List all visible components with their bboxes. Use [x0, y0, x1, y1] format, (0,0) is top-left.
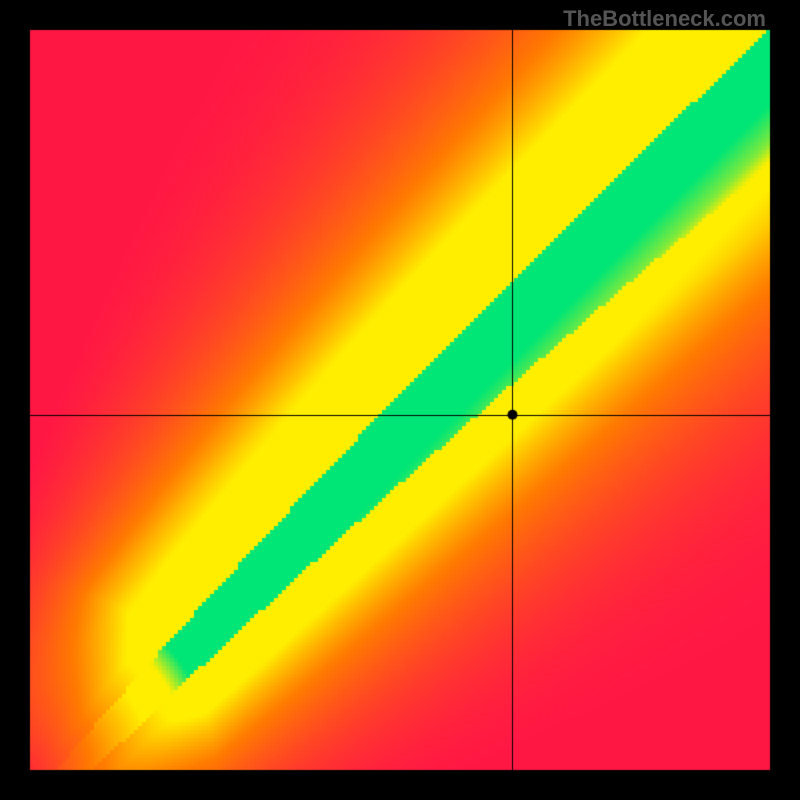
bottleneck-heatmap — [0, 0, 800, 800]
watermark-text: TheBottleneck.com — [563, 6, 766, 32]
chart-container: TheBottleneck.com — [0, 0, 800, 800]
